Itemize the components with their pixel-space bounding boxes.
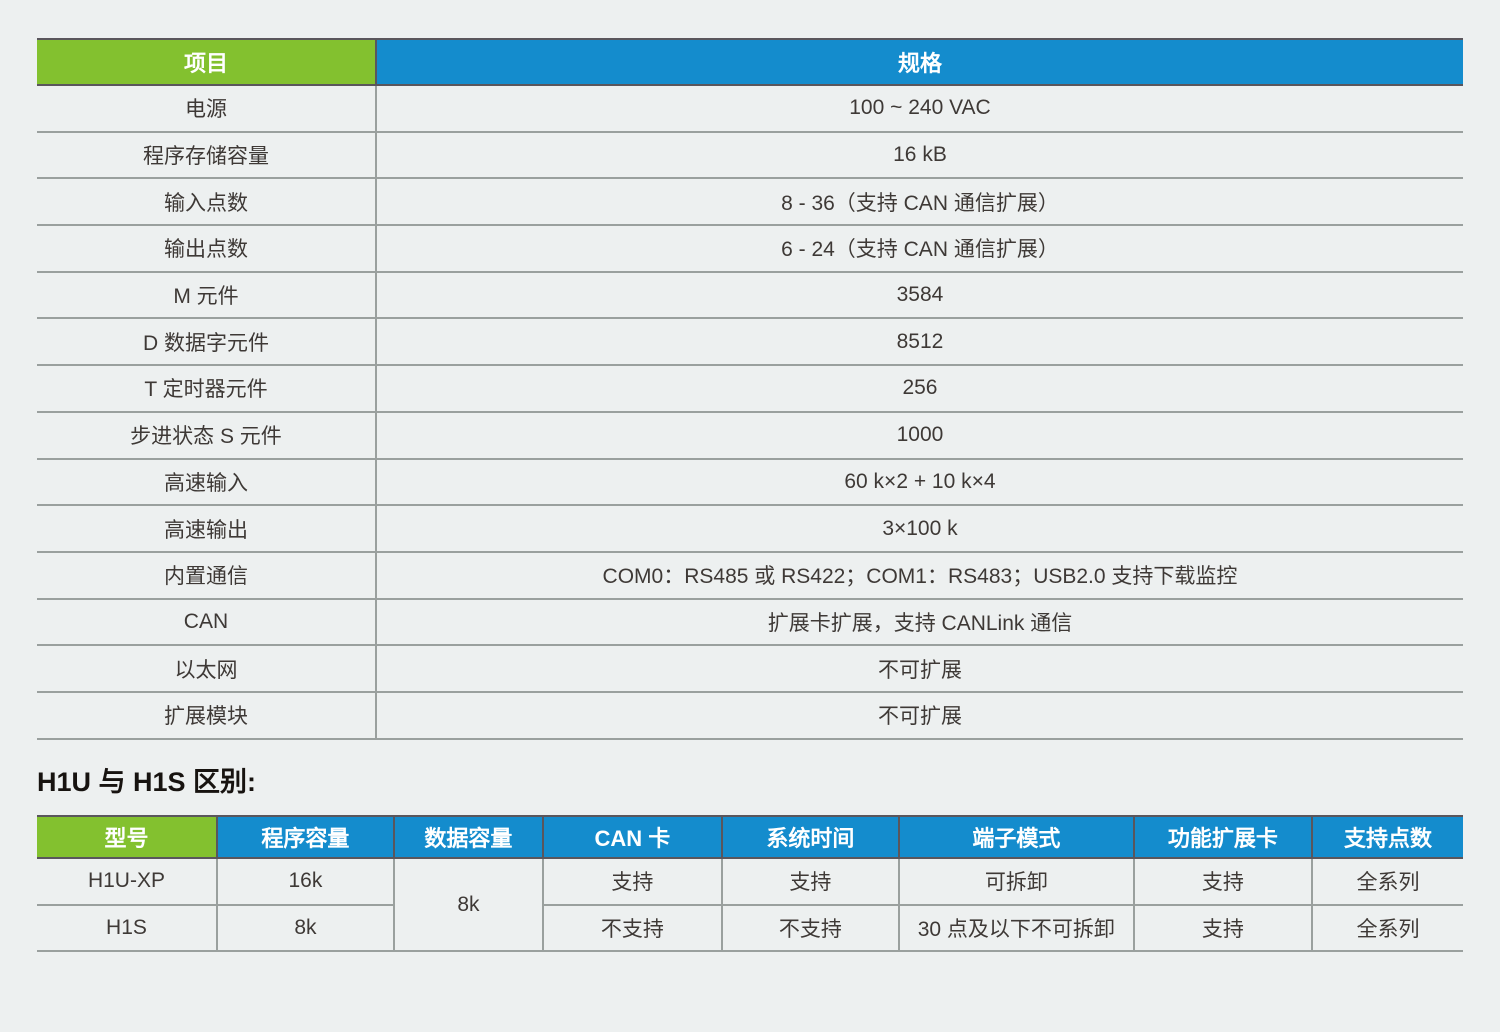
- spec-item-cell: T 定时器元件: [37, 366, 375, 413]
- diff-function-card-cell: 支持: [1132, 905, 1311, 953]
- diff-system-time-cell: 支持: [720, 859, 898, 906]
- spec-value-cell: 8512: [374, 319, 1463, 367]
- spec-row-s-elements: 步进状态 S 元件 1000: [37, 412, 1463, 460]
- diff-table: 型号 程序容量 数据容量 CAN 卡 系统时间 端子模式 功能扩展卡 支持点数 …: [37, 815, 1463, 953]
- spec-value-cell: 8 - 36（支持 CAN 通信扩展）: [374, 179, 1463, 227]
- diff-data-capacity-merged-cell: 8k: [392, 859, 542, 953]
- spec-value-cell: 6 - 24（支持 CAN 通信扩展）: [374, 226, 1463, 273]
- spec-row-builtin-comm: 内置通信 COM0：RS485 或 RS422；COM1：RS483；USB2.…: [37, 552, 1463, 600]
- spec-item-cell: 扩展模块: [37, 693, 375, 740]
- spec-item-cell: 输出点数: [37, 226, 375, 273]
- spec-item-cell: D 数据字元件: [37, 319, 375, 367]
- spec-value-cell: COM0：RS485 或 RS422；COM1：RS483；USB2.0 支持下…: [374, 552, 1463, 600]
- diff-header-terminal-mode: 端子模式: [897, 815, 1133, 860]
- diff-header-points: 支持点数: [1310, 815, 1463, 860]
- spec-row-output-points: 输出点数 6 - 24（支持 CAN 通信扩展）: [37, 226, 1463, 273]
- spec-item-cell: 高速输入: [37, 460, 375, 507]
- diff-function-card-cell: 支持: [1132, 859, 1311, 906]
- datasheet-page: 项目 规格 电源 100 ~ 240 VAC 程序存储容量 16 kB 输入点数…: [37, 38, 1463, 953]
- diff-header-program-capacity: 程序容量: [215, 815, 393, 860]
- spec-row-input-points: 输入点数 8 - 36（支持 CAN 通信扩展）: [37, 179, 1463, 227]
- diff-row-h1s: H1S 8k 不支持 不支持 30 点及以下不可拆卸 支持 全系列: [37, 905, 1463, 953]
- spec-row-t-elements: T 定时器元件 256: [37, 366, 1463, 413]
- spec-value-cell: 16 kB: [374, 132, 1463, 180]
- spec-row-power: 电源 100 ~ 240 VAC: [37, 86, 1463, 133]
- diff-program-cell: 8k: [215, 905, 393, 953]
- diff-model-cell: H1S: [37, 906, 216, 953]
- spec-row-d-elements: D 数据字元件 8512: [37, 319, 1463, 367]
- diff-points-cell: 全系列: [1310, 905, 1463, 953]
- spec-row-m-elements: M 元件 3584: [37, 272, 1463, 320]
- spec-value-cell: 256: [374, 366, 1463, 413]
- spec-item-cell: 输入点数: [37, 179, 375, 227]
- diff-can-card-cell: 支持: [541, 859, 721, 906]
- spec-value-cell: 扩展卡扩展，支持 CANLink 通信: [374, 599, 1463, 647]
- spec-header-row: 项目 规格: [37, 38, 1463, 86]
- diff-header-row: 型号 程序容量 数据容量 CAN 卡 系统时间 端子模式 功能扩展卡 支持点数: [37, 815, 1463, 860]
- spec-item-cell: 以太网: [37, 646, 375, 693]
- spec-item-cell: 步进状态 S 元件: [37, 413, 375, 460]
- diff-model-cell: H1U-XP: [37, 859, 216, 906]
- spec-row-program-memory: 程序存储容量 16 kB: [37, 132, 1463, 180]
- diff-header-data-capacity: 数据容量: [392, 815, 542, 860]
- spec-item-cell: 程序存储容量: [37, 133, 375, 180]
- spec-header-spec: 规格: [374, 38, 1463, 86]
- spec-row-ethernet: 以太网 不可扩展: [37, 646, 1463, 693]
- diff-points-cell: 全系列: [1310, 859, 1463, 906]
- spec-row-expansion-module: 扩展模块 不可扩展: [37, 692, 1463, 740]
- spec-row-can: CAN 扩展卡扩展，支持 CANLink 通信: [37, 599, 1463, 647]
- diff-header-model: 型号: [37, 815, 216, 860]
- diff-header-system-time: 系统时间: [720, 815, 898, 860]
- spec-item-cell: 内置通信: [37, 553, 375, 600]
- spec-value-cell: 不可扩展: [374, 692, 1463, 740]
- spec-value-cell: 60 k×2 + 10 k×4: [374, 459, 1463, 507]
- spec-row-high-speed-output: 高速输出 3×100 k: [37, 506, 1463, 553]
- diff-system-time-cell: 不支持: [720, 905, 898, 953]
- spec-value-cell: 100 ~ 240 VAC: [374, 86, 1463, 133]
- diff-header-function-card: 功能扩展卡: [1132, 815, 1311, 860]
- diff-row-h1u-xp: H1U-XP 16k 8k 支持 支持 可拆卸 支持 全系列: [37, 859, 1463, 953]
- diff-header-can-card: CAN 卡: [541, 815, 721, 860]
- spec-value-cell: 3584: [374, 272, 1463, 320]
- diff-terminal-mode-cell: 30 点及以下不可拆卸: [897, 905, 1133, 953]
- spec-table: 项目 规格 电源 100 ~ 240 VAC 程序存储容量 16 kB 输入点数…: [37, 38, 1463, 740]
- spec-value-cell: 1000: [374, 412, 1463, 460]
- spec-value-cell: 不可扩展: [374, 646, 1463, 693]
- spec-item-cell: CAN: [37, 600, 375, 647]
- diff-terminal-mode-cell: 可拆卸: [897, 859, 1133, 906]
- spec-value-cell: 3×100 k: [374, 506, 1463, 553]
- spec-item-cell: 高速输出: [37, 506, 375, 553]
- diff-can-card-cell: 不支持: [541, 905, 721, 953]
- spec-item-cell: 电源: [37, 86, 375, 133]
- spec-item-cell: M 元件: [37, 273, 375, 320]
- spec-header-item: 项目: [37, 38, 375, 86]
- section-heading: H1U 与 H1S 区别:: [37, 766, 257, 797]
- spec-row-high-speed-input: 高速输入 60 k×2 + 10 k×4: [37, 459, 1463, 507]
- diff-program-cell: 16k: [215, 859, 393, 906]
